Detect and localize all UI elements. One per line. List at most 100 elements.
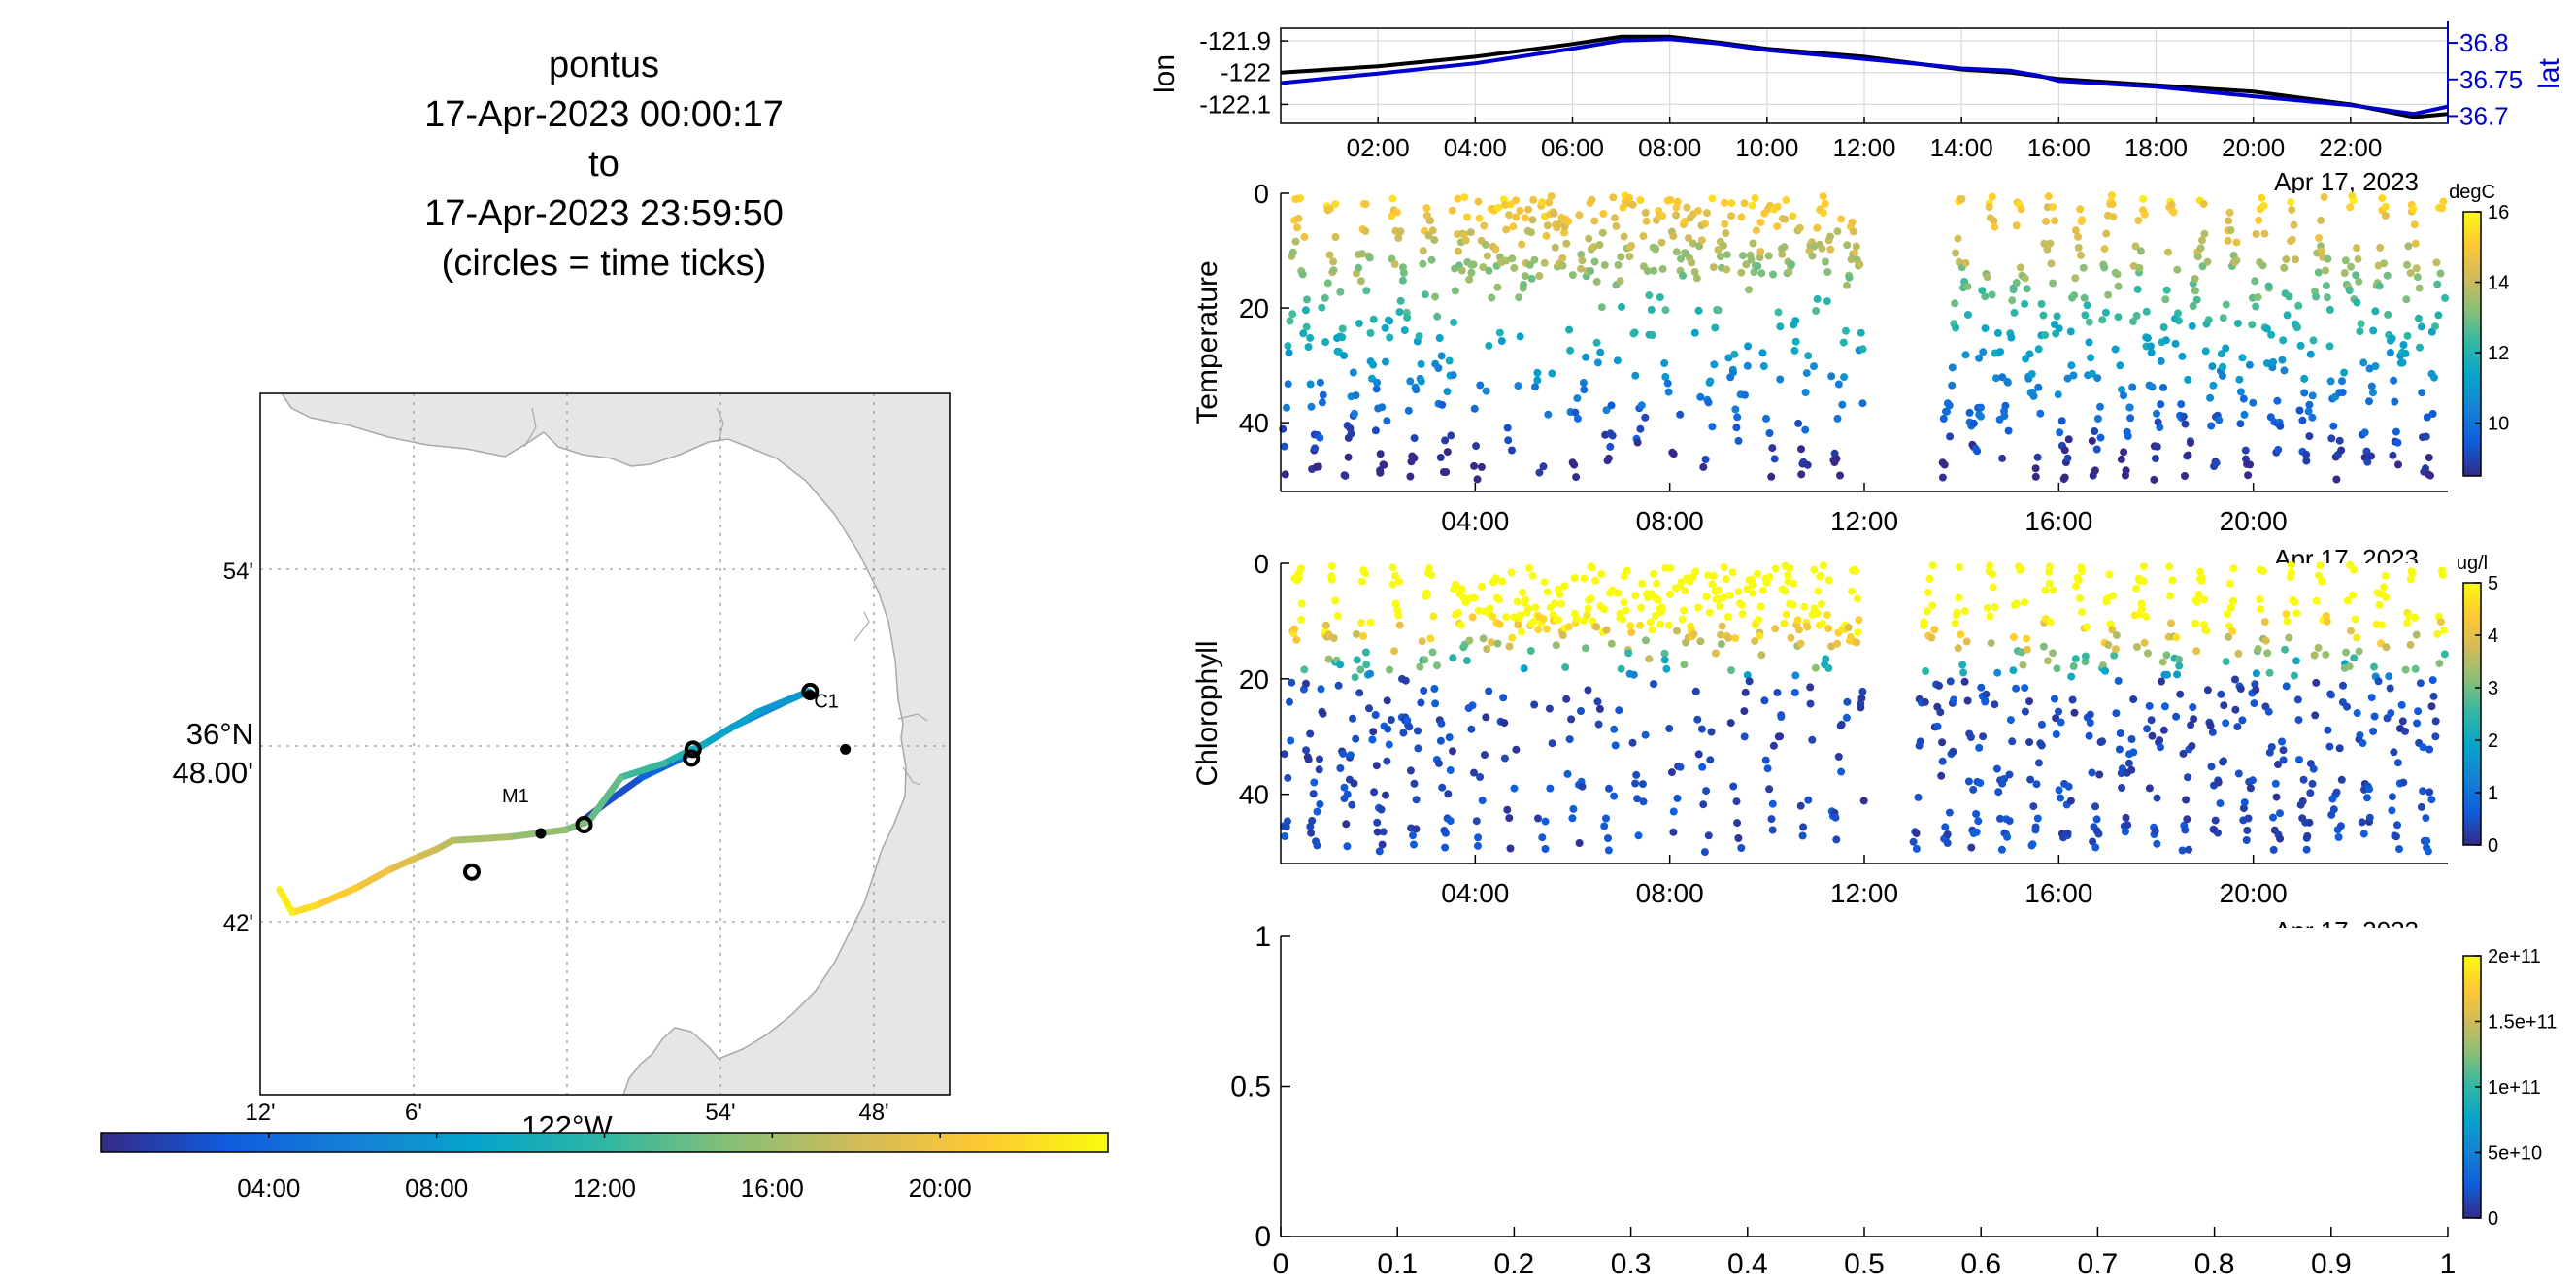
data-point — [2369, 727, 2378, 735]
data-point — [1560, 228, 1568, 237]
data-point — [1639, 232, 1648, 241]
data-point — [1657, 238, 1666, 247]
data-point — [2041, 586, 2050, 594]
data-point — [1669, 450, 1678, 458]
temperature-colorbar — [2462, 211, 2482, 477]
data-point — [2300, 374, 2309, 383]
data-point — [2148, 731, 2157, 740]
data-point — [1836, 471, 1844, 480]
data-point — [2070, 708, 2079, 717]
data-point — [1951, 619, 1959, 627]
data-point — [1691, 687, 1700, 695]
data-point — [1708, 423, 1717, 431]
data-point — [1299, 329, 1308, 338]
data-point — [1754, 262, 1762, 270]
title-line-5: (circles = time ticks) — [442, 243, 767, 284]
data-point — [1956, 562, 1964, 571]
data-point — [1957, 195, 1966, 203]
data-point — [1732, 424, 1741, 432]
data-point — [2036, 409, 2045, 418]
data-point — [1430, 236, 1439, 244]
data-point — [2335, 744, 2344, 753]
data-point — [1396, 296, 1405, 305]
data-point — [1936, 708, 1945, 717]
data-point — [1961, 607, 1969, 616]
data-point — [2272, 793, 2281, 801]
data-point — [2158, 658, 2167, 666]
data-point — [1681, 587, 1689, 595]
data-point — [1567, 715, 1576, 724]
data-point — [2312, 292, 2321, 301]
data-point — [1412, 825, 1421, 833]
y-tick-label: 20 — [1239, 293, 1269, 323]
data-point — [2325, 342, 2334, 351]
data-point — [1350, 409, 1358, 418]
data-point — [2069, 371, 2078, 380]
data-point — [2314, 643, 2323, 652]
data-point — [1419, 259, 1427, 268]
temperature-colorbar-unit: degC — [2449, 182, 2495, 203]
data-point — [2070, 291, 2079, 300]
data-point — [2226, 603, 2235, 612]
data-point — [1849, 227, 1857, 236]
data-point — [1817, 600, 1825, 608]
data-point — [1513, 597, 1522, 606]
data-point — [2431, 717, 2440, 726]
data-point — [1595, 704, 1604, 713]
data-point — [1371, 711, 1380, 719]
data-point — [2068, 695, 2077, 704]
data-point — [2238, 716, 2247, 725]
data-point — [1460, 193, 1469, 202]
track-segment — [618, 760, 668, 781]
data-point — [1452, 582, 1460, 591]
data-point — [2382, 593, 2391, 601]
date-label: Apr 17, 2023 — [2274, 916, 2419, 945]
data-point — [1912, 830, 1921, 837]
data-point — [1831, 813, 1840, 822]
data-point — [2184, 451, 2192, 459]
data-point — [1719, 241, 1727, 250]
data-point — [2305, 400, 2314, 409]
data-point — [1662, 664, 1671, 673]
data-point — [1443, 388, 1452, 396]
data-point — [1475, 214, 1484, 222]
data-point — [1837, 767, 1846, 776]
data-point — [2051, 217, 2059, 225]
data-point — [2409, 205, 2418, 213]
data-point — [1436, 454, 1445, 461]
data-point — [2340, 269, 2349, 277]
data-point — [2172, 712, 2181, 721]
data-point — [1470, 404, 1479, 413]
data-point — [2315, 571, 2324, 580]
data-point — [1741, 390, 1749, 399]
data-point — [1552, 641, 1560, 650]
data-point — [2288, 206, 2296, 214]
data-point — [1796, 801, 1805, 810]
data-point — [1534, 626, 1543, 634]
data-point — [1530, 255, 1539, 264]
data-point — [1558, 631, 1567, 640]
x-tick-label: 0.8 — [2194, 1248, 2235, 1280]
data-point — [1622, 606, 1630, 615]
data-point — [2411, 613, 2419, 622]
data-point — [1558, 261, 1567, 270]
data-point — [2349, 196, 2358, 205]
track-segment — [449, 833, 513, 844]
data-point — [1773, 689, 1782, 696]
data-point — [1957, 630, 1965, 639]
data-point — [1634, 831, 1643, 840]
data-point — [2142, 307, 2151, 316]
data-point — [1392, 208, 1401, 217]
data-point — [2143, 725, 2152, 733]
data-point — [2157, 743, 2164, 752]
data-point — [1544, 410, 1553, 419]
data-point — [1401, 676, 1410, 685]
data-point — [1383, 417, 1391, 425]
data-point — [2169, 208, 2178, 217]
data-point — [1725, 592, 1734, 599]
track-segment — [385, 854, 419, 874]
data-point — [2234, 649, 2243, 658]
map-lat-label-54: 54' — [223, 559, 253, 585]
data-point — [2414, 707, 2423, 716]
data-point — [1534, 814, 1542, 823]
